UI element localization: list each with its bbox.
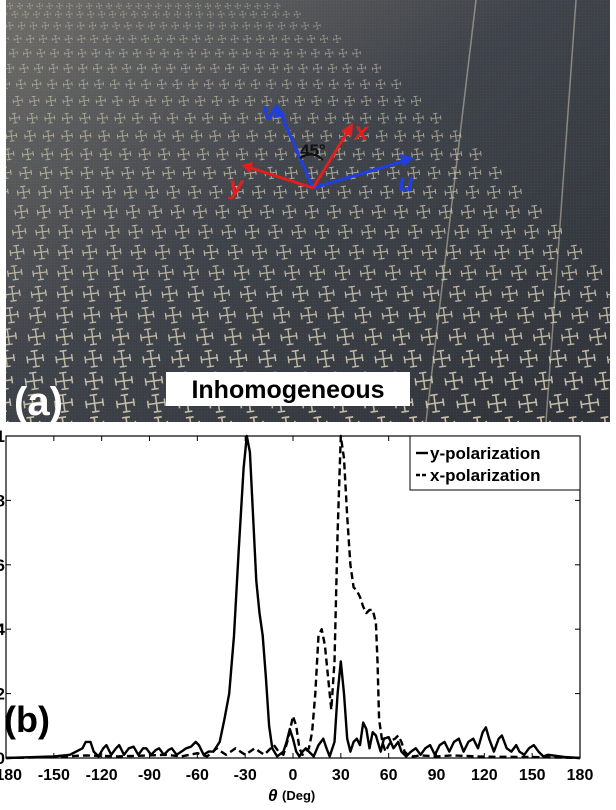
legend-entry: y-polarization xyxy=(430,444,541,463)
x-tick-label: 60 xyxy=(380,767,398,784)
x-tick-label: 150 xyxy=(519,767,546,784)
photo-panel: v x y u 45° (a) Inhomogeneous xyxy=(6,0,610,422)
panel-a-tag: (a) xyxy=(14,380,63,422)
x-tick-label: -90 xyxy=(138,767,161,784)
x-tick-label: -120 xyxy=(86,767,118,784)
v-axis-label: v xyxy=(262,96,278,126)
metasurface-photo: v x y u 45° (a) Inhomogeneous xyxy=(6,0,610,422)
x-tick-label: 30 xyxy=(332,767,350,784)
x-axis-unit: (Deg) xyxy=(282,788,315,803)
x-tick-label: -180 xyxy=(0,767,22,784)
x-tick-label: -60 xyxy=(186,767,209,784)
caption-text: Inhomogeneous xyxy=(191,376,384,404)
legend: y-polarization x-polarization xyxy=(410,436,580,490)
panel-b-tag: (b) xyxy=(4,699,50,740)
u-axis-label: u xyxy=(398,167,414,197)
x-axis-label: θ xyxy=(268,786,278,805)
x-tick-label: 90 xyxy=(428,767,446,784)
y-tick-label: .4 xyxy=(0,620,6,639)
angle-label: 45° xyxy=(300,141,326,160)
chart-panel: 0.2.4.6.81 -180-150-120-90-60-3003060901… xyxy=(0,422,616,805)
x-tick-label: -30 xyxy=(234,767,257,784)
legend-entry: x-polarization xyxy=(430,466,541,485)
y-tick-label: .6 xyxy=(0,556,5,575)
y-axis-label: y xyxy=(227,170,245,200)
x-tick-label: -150 xyxy=(38,767,70,784)
x-tick-label: 0 xyxy=(289,767,298,784)
y-tick-label: 0 xyxy=(0,749,5,768)
radiation-pattern-chart: 0.2.4.6.81 -180-150-120-90-60-3003060901… xyxy=(0,422,616,805)
y-tick-label: .8 xyxy=(0,491,5,510)
x-axis-label: x xyxy=(352,116,370,146)
x-tick-label: 180 xyxy=(567,767,594,784)
y-tick-label: 1 xyxy=(0,427,5,446)
x-tick-label: 120 xyxy=(471,767,498,784)
